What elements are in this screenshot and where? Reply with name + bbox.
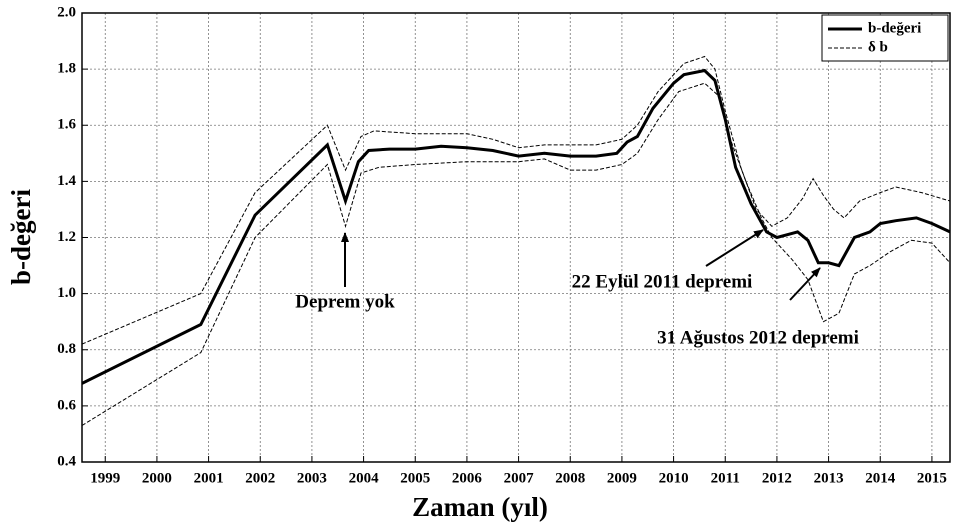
- plot-frame: [81, 12, 951, 463]
- x-tick-label: 2002: [245, 470, 275, 486]
- annotation-arrow: [705, 229, 764, 267]
- x-tick-label: 2013: [814, 470, 844, 486]
- x-tick-label: 2006: [452, 470, 483, 486]
- x-tick-label: 2010: [659, 470, 689, 486]
- y-tick-label: 1.2: [57, 229, 76, 245]
- x-tick-label: 2004: [349, 470, 380, 486]
- annotation: Deprem yok: [295, 291, 395, 312]
- annotation-arrow: [789, 267, 821, 301]
- x-tick-label: 2008: [555, 470, 585, 486]
- annotation: 22 Eylül 2011 depremi: [572, 271, 753, 292]
- x-tick-label: 2015: [917, 470, 947, 486]
- data-line: [81, 68, 951, 385]
- y-tick-label: 0.8: [57, 341, 76, 357]
- x-tick-label: 2009: [607, 470, 637, 486]
- x-tick-label: 2014: [865, 470, 896, 486]
- x-tick-label: 2005: [400, 470, 430, 486]
- x-axis-label: Zaman (yıl): [412, 492, 548, 522]
- legend-label: δ b: [868, 39, 888, 55]
- legend-label: b-değeri: [868, 20, 921, 36]
- x-tick-label: 2012: [762, 470, 792, 486]
- y-tick-label: 1.0: [57, 285, 76, 301]
- x-tick-label: 2003: [297, 470, 327, 486]
- lower-bound-line: [81, 82, 951, 426]
- legend-box: [821, 14, 949, 62]
- x-tick-label: 1999: [90, 470, 120, 486]
- y-tick-label: 1.4: [57, 173, 76, 189]
- y-axis-label: b-değeri: [6, 189, 36, 285]
- x-tick-label: 2001: [194, 470, 224, 486]
- x-tick-label: 2007: [504, 470, 535, 486]
- y-tick-label: 1.6: [57, 117, 76, 133]
- y-tick-label: 1.8: [57, 61, 76, 77]
- x-tick-label: 2000: [142, 470, 172, 486]
- y-tick-label: 0.6: [57, 397, 76, 413]
- y-tick-label: 2.0: [57, 4, 76, 20]
- upper-bound-line: [81, 55, 951, 345]
- y-tick-label: 0.4: [57, 453, 76, 469]
- x-tick-label: 2011: [711, 470, 740, 486]
- annotation: 31 Ağustos 2012 depremi: [657, 327, 859, 348]
